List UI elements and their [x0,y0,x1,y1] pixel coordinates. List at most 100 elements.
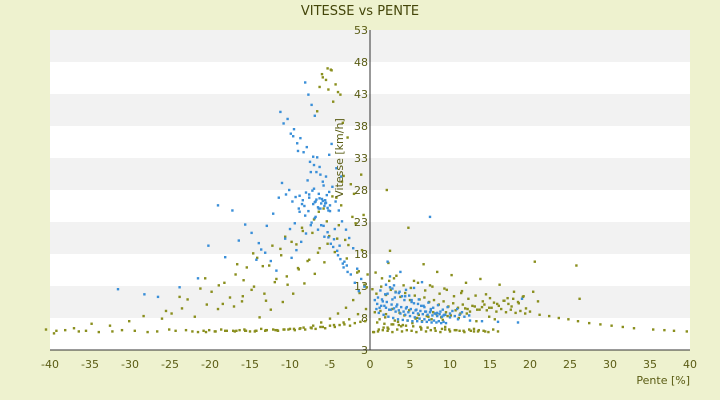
data-point-blue [496,320,500,324]
data-point-blue [363,285,366,288]
data-point-blue [387,315,390,318]
data-point-olive [336,312,340,315]
data-point-olive [196,330,200,334]
data-point-olive [359,320,362,324]
data-point-olive [340,180,344,183]
data-point-olive [387,327,390,331]
data-point-blue [311,189,314,192]
data-point-blue [416,302,420,306]
data-point-olive [467,297,470,300]
data-point-olive [274,328,277,332]
data-point-olive [384,316,387,319]
data-point-olive [522,295,525,298]
data-point-olive [292,327,296,331]
data-point-blue [319,207,322,210]
data-point-blue [298,210,301,213]
data-point-olive [380,277,384,280]
data-point-blue [391,298,394,301]
data-point-olive [484,293,488,296]
data-point-blue [398,290,401,293]
data-point-olive [379,309,382,313]
data-point-blue [349,273,352,276]
data-point-olive [337,224,340,227]
data-point-blue [389,308,392,311]
data-point-olive [462,329,465,332]
data-point-blue [264,251,267,254]
data-point-olive [392,323,395,326]
data-point-olive [427,315,430,318]
data-point-olive [186,298,189,301]
data-point-blue [304,232,308,235]
data-point-blue [308,160,312,164]
x-tick-label: 15 [483,358,497,371]
data-point-olive [388,279,391,283]
data-point-blue [520,297,524,300]
data-point-blue [442,320,445,324]
data-point-blue [328,153,331,156]
data-point-blue [458,313,461,316]
data-point-olive [327,88,330,91]
data-point-olive [409,286,412,290]
data-point-olive [434,329,437,332]
data-point-olive [405,328,408,332]
data-point-olive [442,300,445,303]
data-point-olive [430,318,433,321]
data-point-olive [224,329,227,332]
data-point-olive [243,328,246,331]
data-point-olive [328,324,332,327]
data-point-blue [404,307,408,310]
data-point-blue [385,300,388,304]
data-point-olive [471,304,474,308]
data-point-blue [410,300,413,304]
data-point-olive [324,327,327,330]
data-point-olive [500,307,503,311]
data-point-olive [133,329,136,332]
data-point-blue [429,309,432,312]
data-point-olive [468,310,472,313]
data-point-blue [314,215,317,219]
data-point-olive [371,288,374,291]
data-point-olive [396,320,400,324]
data-point-olive [178,295,181,299]
data-point-blue [312,187,316,190]
data-point-olive [663,328,666,332]
data-point-blue [394,291,397,294]
data-point-blue [410,298,413,302]
data-point-blue [313,200,316,204]
data-point-blue [348,236,351,240]
data-point-olive [396,328,399,331]
data-point-olive [77,330,80,333]
data-point-blue [380,304,383,308]
data-point-olive [303,282,306,285]
data-point-olive [512,297,515,300]
data-point-olive [465,312,468,315]
data-point-blue [407,311,410,314]
data-point-blue [312,202,315,206]
data-point-olive [472,330,476,333]
data-point-blue [328,209,332,213]
data-point-olive [302,326,305,329]
data-point-blue [440,315,444,318]
data-point-olive [347,243,350,247]
data-point-olive [348,324,352,327]
data-point-olive [439,330,442,334]
data-point-olive [389,288,392,292]
data-point-olive [353,321,356,325]
data-point-blue [289,132,292,135]
data-point-olive [445,288,448,292]
data-point-olive [288,327,292,331]
data-point-olive [202,329,205,332]
data-point-blue [316,206,320,209]
data-point-blue [317,207,320,210]
data-point-olive [463,330,466,334]
data-point-olive [459,312,462,315]
data-point-blue [196,277,200,280]
data-point-blue [386,292,389,295]
data-point-blue [399,312,402,315]
data-point-blue [397,291,400,295]
data-point-olive [506,296,509,300]
data-point-olive [495,310,498,313]
data-point-blue [326,231,329,234]
data-point-olive [519,309,522,313]
data-point-olive [425,314,428,318]
